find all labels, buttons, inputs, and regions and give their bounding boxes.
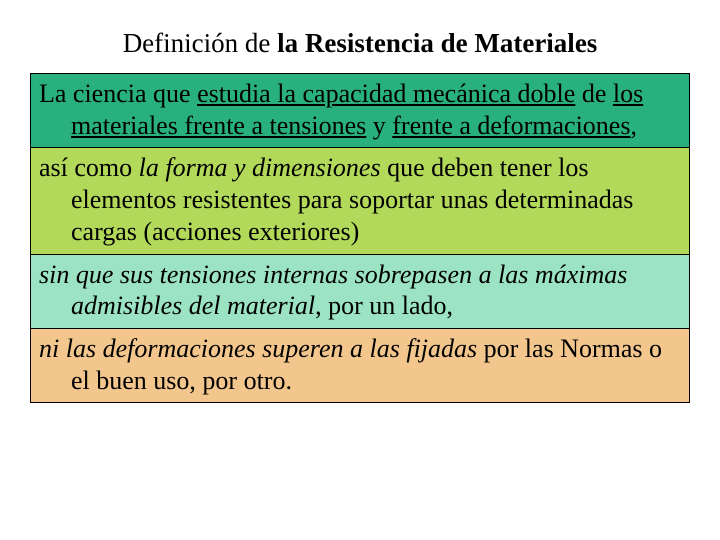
text-span: La ciencia que [39,79,197,108]
text-span: así como [39,153,139,182]
block-paragraph: así como la forma y dimensiones que debe… [39,152,681,247]
definition-block: así como la forma y dimensiones que debe… [30,148,690,254]
text-span: , por un lado, [315,291,453,320]
definition-block: La ciencia que estudia la capacidad mecá… [30,73,690,148]
title-plain: Definición de [123,28,277,58]
block-paragraph: La ciencia que estudia la capacidad mecá… [39,78,681,141]
block-paragraph: sin que sus tensiones internas sobrepase… [39,259,681,322]
text-span: ni las deformaciones superen a las fijad… [39,334,477,363]
block-paragraph: ni las deformaciones superen a las fijad… [39,333,681,396]
text-span: estudia la capacidad mecánica doble [197,79,575,108]
text-span: , [630,111,637,140]
text-span: la forma y dimensiones [139,153,381,182]
definition-block: sin que sus tensiones internas sobrepase… [30,255,690,329]
slide-title: Definición de la Resistencia de Material… [30,28,690,59]
definition-block: ni las deformaciones superen a las fijad… [30,329,690,403]
text-span: frente a deformaciones [392,111,630,140]
text-span: y [366,111,392,140]
definition-blocks: La ciencia que estudia la capacidad mecá… [30,73,690,403]
text-span: de [575,79,613,108]
title-bold: la Resistencia de Materiales [277,28,597,58]
